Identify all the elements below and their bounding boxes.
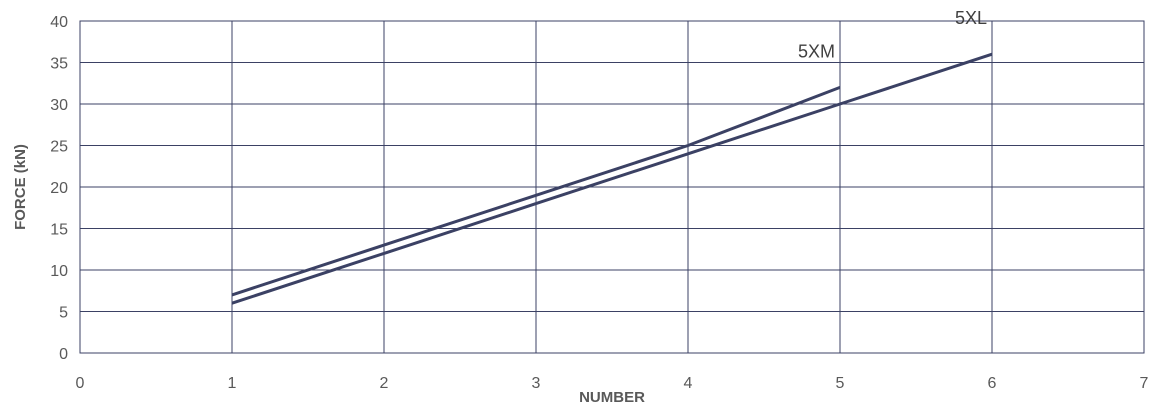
y-tick-label: 40 xyxy=(50,14,68,31)
x-tick-label: 3 xyxy=(532,375,541,392)
y-tick-label: 0 xyxy=(59,346,68,363)
x-tick-label: 6 xyxy=(988,375,997,392)
y-tick-label: 10 xyxy=(50,263,68,280)
series-labels: 5XM 5XL xyxy=(798,8,987,61)
x-tick-labels: 0 1 2 3 4 5 6 7 xyxy=(76,375,1149,392)
series-label-5xl: 5XL xyxy=(955,8,987,28)
y-tick-label: 35 xyxy=(50,56,68,73)
x-axis-title: NUMBER xyxy=(579,389,645,406)
x-tick-label: 1 xyxy=(228,375,237,392)
x-tick-label: 5 xyxy=(836,375,845,392)
series-line-5xm xyxy=(231,85,841,297)
series-lines xyxy=(231,52,993,305)
y-tick-labels: 0 5 10 15 20 25 30 35 40 xyxy=(50,14,68,363)
x-tick-label: 2 xyxy=(380,375,389,392)
y-tick-label: 15 xyxy=(50,222,68,239)
x-tick-label: 7 xyxy=(1140,375,1149,392)
y-tick-label: 20 xyxy=(50,180,68,197)
series-label-5xm: 5XM xyxy=(798,41,835,61)
y-tick-label: 25 xyxy=(50,139,68,156)
y-tick-label: 30 xyxy=(50,97,68,114)
series-line-5xl xyxy=(231,52,993,305)
y-axis-title: FORCE (kN) xyxy=(12,144,29,230)
plot-area-frame xyxy=(79,20,1145,354)
y-tick-label: 5 xyxy=(59,305,68,322)
x-tick-label: 4 xyxy=(684,375,693,392)
x-tick-label: 0 xyxy=(76,375,85,392)
grid xyxy=(79,20,1145,354)
